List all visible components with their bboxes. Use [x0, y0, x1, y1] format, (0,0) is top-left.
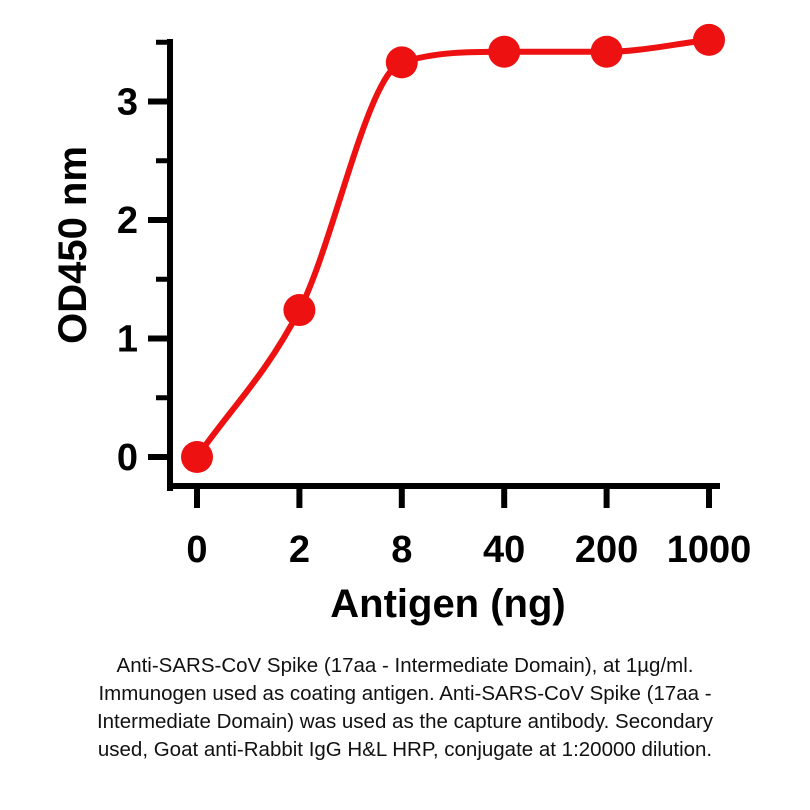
series-layer — [181, 23, 725, 473]
y-axis: 0 1 2 3 — [117, 39, 173, 491]
y-tick-label-2: 2 — [117, 200, 138, 242]
data-point-8 — [385, 46, 418, 79]
data-point-1000 — [693, 23, 725, 56]
figure-caption: Anti-SARS-CoV Spike (17aa - Intermediate… — [0, 652, 810, 764]
caption-line-2: Immunogen used as coating antigen. Anti-… — [98, 682, 712, 705]
series-line — [194, 36, 712, 460]
y-tick-label-0: 0 — [117, 437, 138, 479]
caption-line-3: Intermediate Domain) was used as the cap… — [96, 710, 714, 733]
x-tick-label-200: 200 — [575, 529, 638, 571]
x-tick-label-1000: 1000 — [667, 529, 752, 571]
data-point-40 — [488, 35, 521, 68]
data-point-200 — [590, 35, 623, 68]
caption-line-1: Anti-SARS-CoV Spike (17aa - Intermediate… — [116, 654, 694, 677]
data-point-0 — [181, 441, 213, 473]
x-axis-title: Antigen (ng) — [330, 582, 566, 626]
x-tick-label-0: 0 — [186, 529, 207, 571]
x-axis: 0 2 8 40 200 1000 — [168, 483, 752, 571]
x-tick-label-2: 2 — [289, 529, 310, 571]
x-tick-label-40: 40 — [483, 529, 525, 571]
od450-chart: 0 1 2 3 0 2 8 40 200 1000 OD450 nm Antigen (ng) — [51, 23, 752, 626]
caption-line-4: used, Goat anti-Rabbit IgG H&L HRP, conj… — [97, 738, 713, 761]
y-tick-label-3: 3 — [117, 82, 138, 124]
data-point-2 — [283, 294, 316, 327]
x-tick-label-8: 8 — [391, 529, 412, 571]
y-tick-label-1: 1 — [117, 319, 138, 361]
y-axis-title: OD450 nm — [51, 146, 95, 344]
